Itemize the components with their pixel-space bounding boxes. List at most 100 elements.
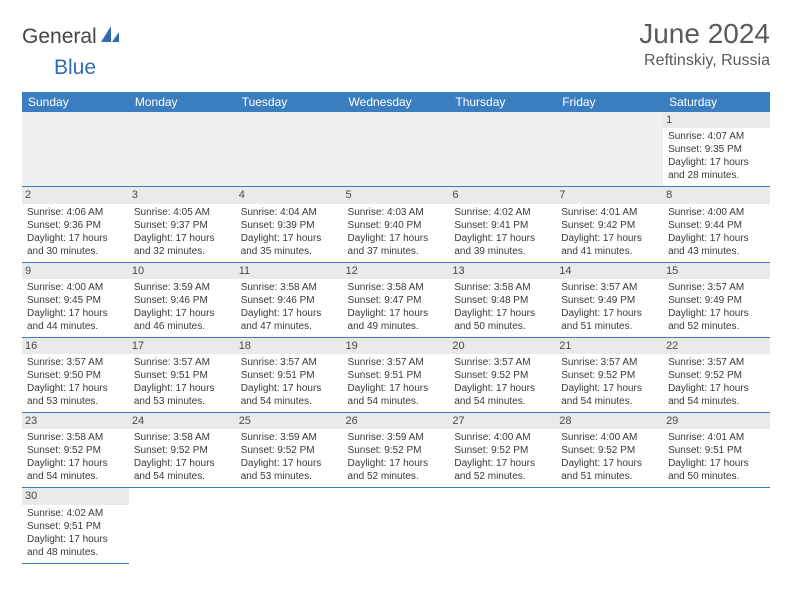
weekday-header-row: Sunday Monday Tuesday Wednesday Thursday… [22,92,770,112]
calendar-cell: 30Sunrise: 4:02 AMSunset: 9:51 PMDayligh… [22,488,129,563]
daylight-line2: and 54 minutes. [454,395,551,408]
daylight-line1: Daylight: 17 hours [241,307,338,320]
sunset-line: Sunset: 9:35 PM [668,143,765,156]
sunset-line: Sunset: 9:51 PM [241,369,338,382]
calendar-cell: 20Sunrise: 3:57 AMSunset: 9:52 PMDayligh… [449,337,556,412]
calendar-cell: 7Sunrise: 4:01 AMSunset: 9:42 PMDaylight… [556,187,663,262]
daylight-line1: Daylight: 17 hours [348,232,445,245]
calendar-cell: 28Sunrise: 4:00 AMSunset: 9:52 PMDayligh… [556,413,663,488]
daylight-line1: Daylight: 17 hours [241,457,338,470]
calendar-cell: 27Sunrise: 4:00 AMSunset: 9:52 PMDayligh… [449,413,556,488]
sunrise-line: Sunrise: 4:00 AM [561,431,658,444]
day-number: 25 [236,413,343,429]
calendar-cell [556,112,663,187]
sunrise-line: Sunrise: 3:59 AM [348,431,445,444]
daylight-line2: and 53 minutes. [134,395,231,408]
day-number: 29 [663,413,770,429]
calendar-page: General June 2024 Reftinskiy, Russia Blu… [0,0,792,582]
daylight-line1: Daylight: 17 hours [561,232,658,245]
daylight-line2: and 54 minutes. [27,470,124,483]
sunset-line: Sunset: 9:51 PM [134,369,231,382]
sunset-line: Sunset: 9:37 PM [134,219,231,232]
sunrise-line: Sunrise: 3:58 AM [241,281,338,294]
day-number: 2 [22,187,129,203]
sunrise-line: Sunrise: 4:00 AM [454,431,551,444]
daylight-line1: Daylight: 17 hours [27,382,124,395]
daylight-line2: and 54 minutes. [134,470,231,483]
sunrise-line: Sunrise: 3:57 AM [668,281,765,294]
daylight-line1: Daylight: 17 hours [27,533,124,546]
weekday-header: Friday [556,92,663,112]
sunrise-line: Sunrise: 4:02 AM [454,206,551,219]
daylight-line1: Daylight: 17 hours [668,382,765,395]
day-number: 12 [343,263,450,279]
sunset-line: Sunset: 9:39 PM [241,219,338,232]
daylight-line1: Daylight: 17 hours [454,382,551,395]
sunset-line: Sunset: 9:40 PM [348,219,445,232]
day-number: 5 [343,187,450,203]
sunrise-line: Sunrise: 3:59 AM [241,431,338,444]
sunrise-line: Sunrise: 3:57 AM [561,356,658,369]
calendar-row: 2Sunrise: 4:06 AMSunset: 9:36 PMDaylight… [22,187,770,262]
day-number: 27 [449,413,556,429]
day-number: 13 [449,263,556,279]
sunset-line: Sunset: 9:52 PM [27,444,124,457]
weekday-header: Thursday [449,92,556,112]
calendar-cell: 12Sunrise: 3:58 AMSunset: 9:47 PMDayligh… [343,262,450,337]
daylight-line2: and 51 minutes. [561,470,658,483]
sunrise-line: Sunrise: 4:07 AM [668,130,765,143]
sunrise-line: Sunrise: 4:02 AM [27,507,124,520]
daylight-line2: and 52 minutes. [454,470,551,483]
sunset-line: Sunset: 9:52 PM [348,444,445,457]
sunrise-line: Sunrise: 3:57 AM [454,356,551,369]
daylight-line2: and 44 minutes. [27,320,124,333]
calendar-cell: 25Sunrise: 3:59 AMSunset: 9:52 PMDayligh… [236,413,343,488]
sunset-line: Sunset: 9:50 PM [27,369,124,382]
calendar-cell [449,112,556,187]
daylight-line1: Daylight: 17 hours [668,232,765,245]
day-number: 16 [22,338,129,354]
calendar-table: Sunday Monday Tuesday Wednesday Thursday… [22,92,770,564]
calendar-cell: 29Sunrise: 4:01 AMSunset: 9:51 PMDayligh… [663,413,770,488]
daylight-line1: Daylight: 17 hours [241,382,338,395]
day-number: 15 [663,263,770,279]
daylight-line2: and 54 minutes. [668,395,765,408]
sunrise-line: Sunrise: 4:06 AM [27,206,124,219]
daylight-line1: Daylight: 17 hours [134,457,231,470]
calendar-cell: 15Sunrise: 3:57 AMSunset: 9:49 PMDayligh… [663,262,770,337]
sunset-line: Sunset: 9:46 PM [241,294,338,307]
calendar-cell: 6Sunrise: 4:02 AMSunset: 9:41 PMDaylight… [449,187,556,262]
sunset-line: Sunset: 9:46 PM [134,294,231,307]
day-number: 3 [129,187,236,203]
daylight-line1: Daylight: 17 hours [668,156,765,169]
day-number: 9 [22,263,129,279]
calendar-cell: 26Sunrise: 3:59 AMSunset: 9:52 PMDayligh… [343,413,450,488]
sunrise-line: Sunrise: 4:00 AM [668,206,765,219]
daylight-line2: and 28 minutes. [668,169,765,182]
day-number: 23 [22,413,129,429]
sunrise-line: Sunrise: 3:57 AM [241,356,338,369]
sunset-line: Sunset: 9:49 PM [561,294,658,307]
daylight-line1: Daylight: 17 hours [27,307,124,320]
daylight-line2: and 52 minutes. [668,320,765,333]
sunrise-line: Sunrise: 3:59 AM [134,281,231,294]
daylight-line1: Daylight: 17 hours [27,232,124,245]
daylight-line1: Daylight: 17 hours [134,232,231,245]
sunset-line: Sunset: 9:52 PM [668,369,765,382]
calendar-cell: 17Sunrise: 3:57 AMSunset: 9:51 PMDayligh… [129,337,236,412]
calendar-cell: 22Sunrise: 3:57 AMSunset: 9:52 PMDayligh… [663,337,770,412]
daylight-line1: Daylight: 17 hours [454,457,551,470]
day-number: 22 [663,338,770,354]
day-number: 26 [343,413,450,429]
daylight-line2: and 43 minutes. [668,245,765,258]
day-number: 28 [556,413,663,429]
daylight-line2: and 51 minutes. [561,320,658,333]
calendar-cell [556,488,663,563]
calendar-row: 30Sunrise: 4:02 AMSunset: 9:51 PMDayligh… [22,488,770,563]
calendar-row: 1Sunrise: 4:07 AMSunset: 9:35 PMDaylight… [22,112,770,187]
daylight-line2: and 39 minutes. [454,245,551,258]
day-number: 6 [449,187,556,203]
weekday-header: Wednesday [343,92,450,112]
daylight-line2: and 50 minutes. [668,470,765,483]
calendar-cell [343,488,450,563]
